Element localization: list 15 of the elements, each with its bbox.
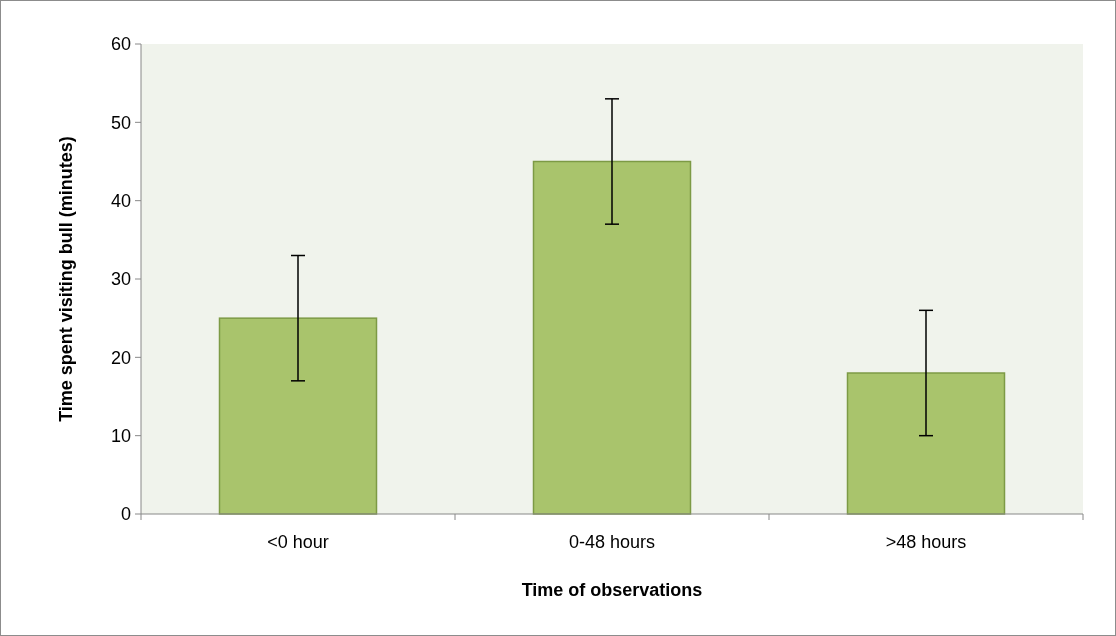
y-tick-label: 20	[110, 347, 131, 368]
y-tick-label: 50	[110, 112, 131, 133]
bar	[532, 160, 692, 515]
y-tick-label: 40	[110, 190, 131, 211]
x-tick-label: >48 hours	[885, 532, 967, 552]
y-tick-label: 30	[110, 269, 131, 290]
bar	[218, 317, 378, 515]
y-axis-title: Time spent visiting bull (minutes)	[56, 136, 76, 422]
y-tick-label: 10	[110, 425, 131, 446]
y-tick-label: 0	[120, 504, 131, 525]
x-tick-label: 0-48 hours	[568, 532, 656, 552]
y-tick-label: 60	[110, 34, 131, 55]
bar	[846, 372, 1006, 515]
x-tick-label: <0 hour	[267, 532, 329, 552]
x-axis-title: Time of observations	[521, 580, 703, 600]
